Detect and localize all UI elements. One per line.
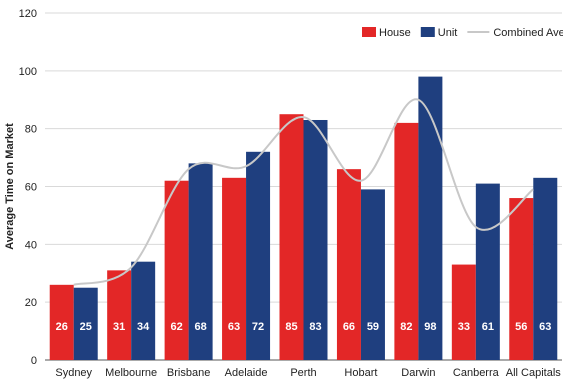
- legend-swatch-house: [362, 27, 376, 37]
- unit-bar: [246, 151, 271, 360]
- house-data-label: 82: [400, 321, 412, 333]
- unit-bar: [475, 183, 500, 360]
- legend-label-unit: Unit: [438, 27, 458, 39]
- house-data-label: 56: [515, 321, 527, 333]
- house-bar: [394, 122, 419, 360]
- y-tick-label: 120: [19, 8, 37, 20]
- y-tick-label: 100: [19, 66, 37, 78]
- unit-data-label: 72: [252, 321, 264, 333]
- house-data-label: 85: [285, 321, 297, 333]
- unit-bar: [418, 76, 443, 360]
- unit-bar: [73, 287, 98, 360]
- x-tick-label: Melbourne: [105, 367, 157, 379]
- house-bar: [107, 270, 132, 360]
- unit-bar: [131, 261, 156, 360]
- y-axis-ticks: 0 20 40 60 80 100 120: [19, 8, 37, 367]
- house-bar: [336, 169, 361, 360]
- combined-average-line: [73, 98, 534, 286]
- x-tick-label: Hobart: [344, 367, 377, 379]
- legend-label-house: House: [379, 27, 411, 39]
- unit-data-label: 34: [137, 321, 150, 333]
- house-bar: [279, 114, 304, 360]
- x-tick-label: All Capitals: [506, 367, 562, 379]
- unit-data-label: 63: [539, 321, 551, 333]
- unit-bar: [360, 189, 385, 360]
- y-tick-label: 80: [25, 124, 37, 136]
- unit-data-label: 68: [194, 321, 206, 333]
- y-axis-title: Average Time on Market: [4, 123, 16, 250]
- y-tick-label: 40: [25, 239, 37, 251]
- x-tick-label: Brisbane: [167, 367, 210, 379]
- y-tick-label: 20: [25, 297, 37, 309]
- unit-bar: [303, 119, 328, 360]
- house-data-label: 26: [56, 321, 68, 333]
- unit-data-label: 61: [482, 321, 494, 333]
- x-tick-label: Perth: [290, 367, 316, 379]
- house-data-label: 62: [170, 321, 182, 333]
- unit-data-label: 59: [367, 321, 379, 333]
- x-axis-ticks: Sydney Melbourne Brisbane Adelaide Perth Hoba…: [55, 367, 561, 379]
- house-bar: [222, 177, 247, 360]
- legend-swatch-unit: [420, 27, 435, 37]
- y-tick-label: 0: [31, 355, 37, 367]
- house-bar: [49, 284, 74, 360]
- house-data-label: 31: [113, 321, 125, 333]
- bars: [49, 76, 558, 360]
- data-labels: 26 25 31 34 62 68 63 72 85 83 66 59 82 98 33 61 56 63: [56, 321, 552, 333]
- y-tick-label: 60: [25, 182, 37, 194]
- house-data-label: 66: [343, 321, 355, 333]
- unit-bar: [533, 177, 558, 360]
- legend-label-combined-average: Combined Average: [493, 27, 563, 39]
- x-tick-label: Sydney: [55, 367, 92, 379]
- legend: House Unit Combined Average: [362, 27, 563, 39]
- unit-data-label: 83: [309, 321, 321, 333]
- unit-data-label: 98: [424, 321, 436, 333]
- house-data-label: 33: [458, 321, 470, 333]
- x-tick-label: Canberra: [453, 367, 500, 379]
- house-bar: [451, 264, 476, 360]
- house-bar: [164, 180, 189, 360]
- unit-bar: [188, 163, 213, 360]
- house-bar: [509, 198, 534, 360]
- x-tick-label: Darwin: [401, 367, 435, 379]
- x-tick-label: Adelaide: [225, 367, 268, 379]
- house-data-label: 63: [228, 321, 240, 333]
- unit-data-label: 25: [80, 321, 92, 333]
